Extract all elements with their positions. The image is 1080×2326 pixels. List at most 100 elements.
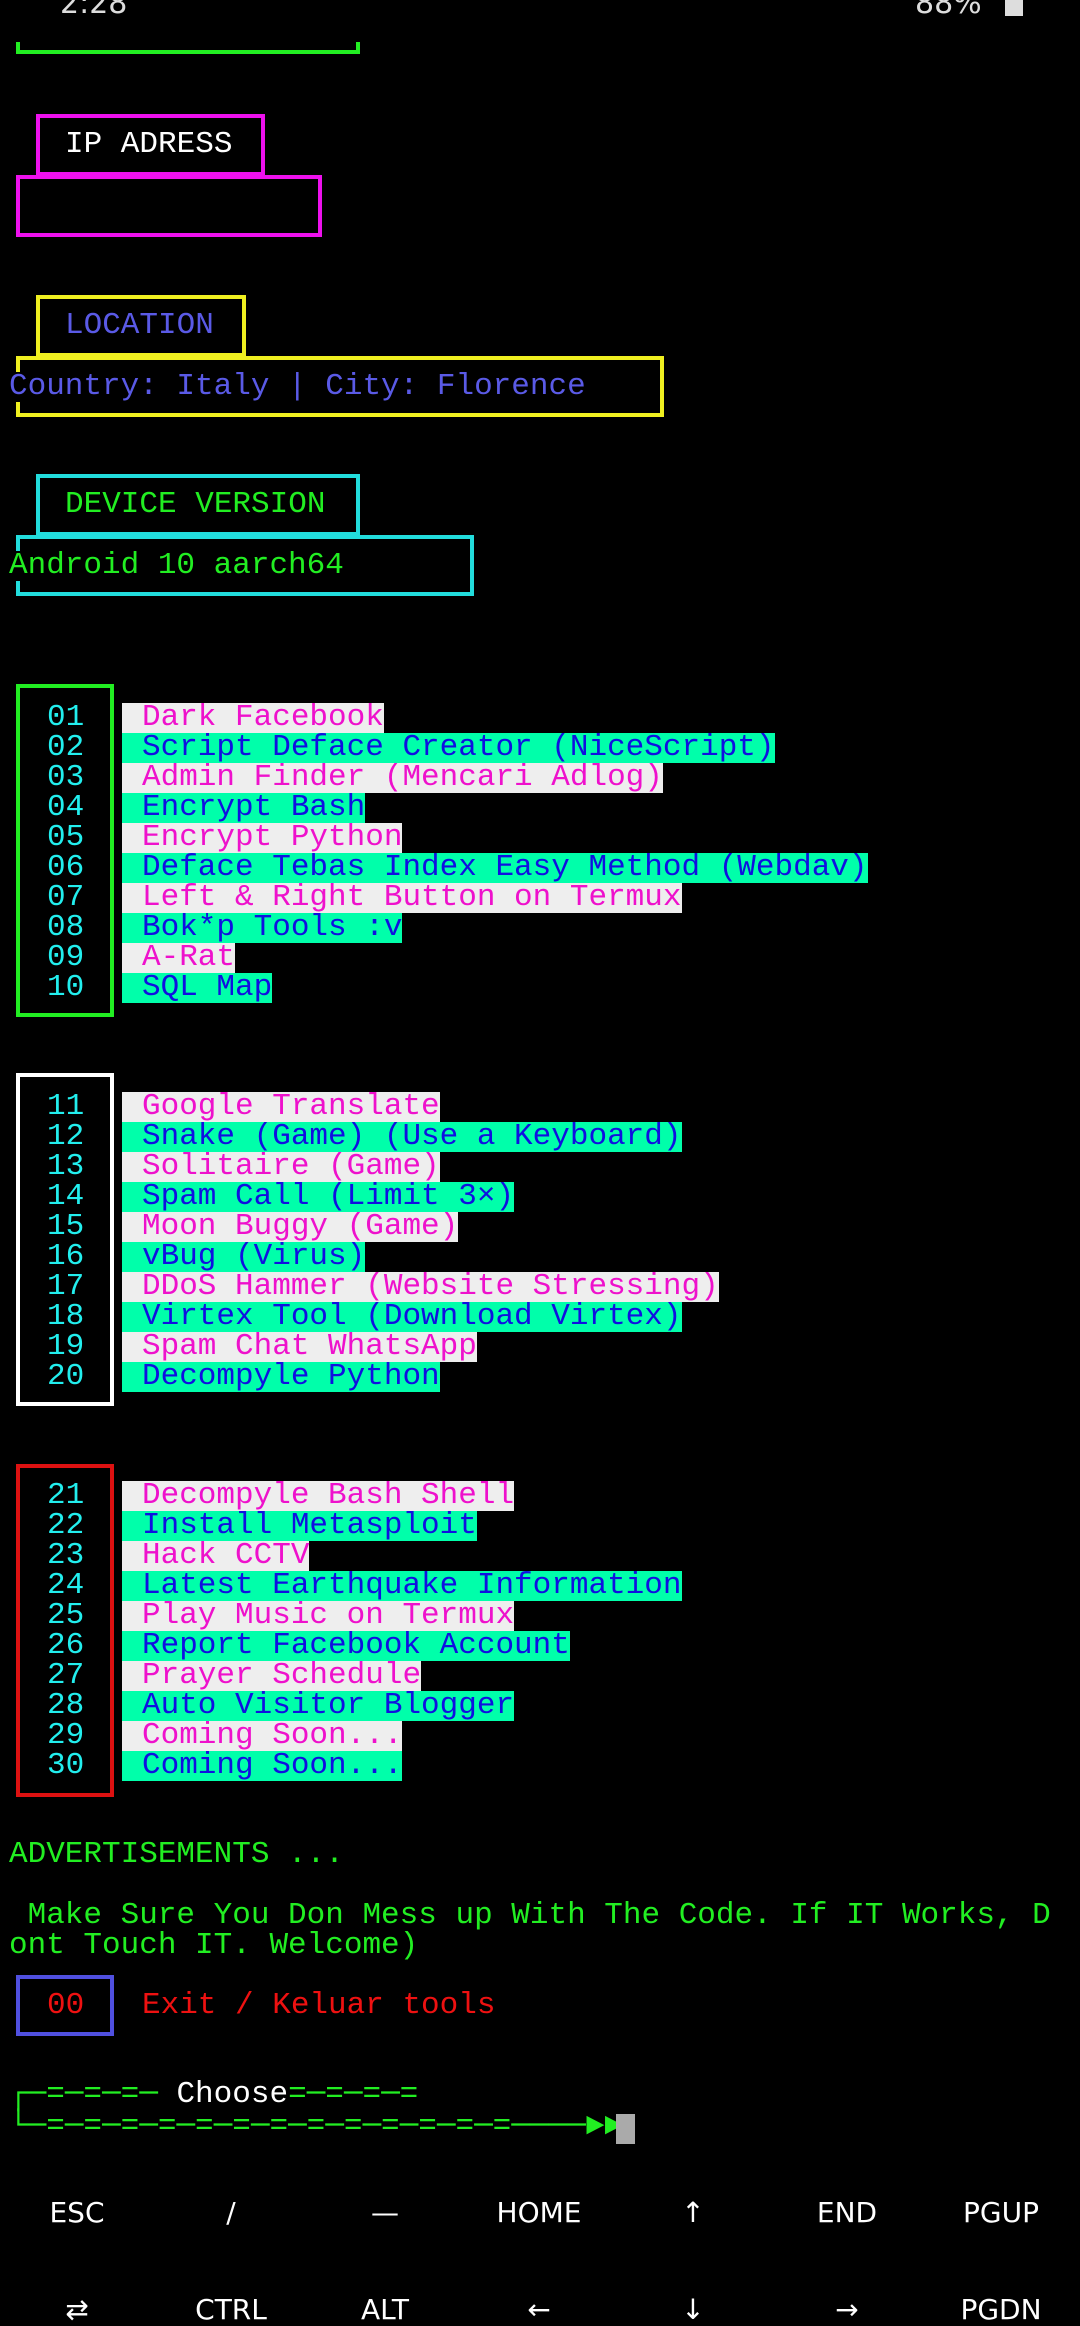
menu-item-number: 01 bbox=[47, 700, 85, 735]
menu-item-number: 29 bbox=[47, 1718, 85, 1753]
menu-item-number: 16 bbox=[47, 1239, 85, 1274]
menu-item-number: 02 bbox=[47, 730, 85, 765]
ads-line-1: Make Sure You Don Mess up With The Code.… bbox=[9, 1898, 1051, 1933]
menu-item-number: 06 bbox=[47, 850, 85, 885]
extra-key-pgup[interactable]: PGUP bbox=[963, 2196, 1039, 2229]
extra-key-[interactable]: ↑ bbox=[681, 2196, 705, 2229]
prompt-arrow: └─=─=─=─=─=─=─=─=─=─=─=─=─=────►► bbox=[9, 2109, 623, 2144]
menu-item-label[interactable]: Coming Soon... bbox=[122, 1750, 403, 1781]
ads-line-2: ont Touch IT. Welcome) bbox=[9, 1928, 419, 1963]
exit-number: 00 bbox=[47, 1988, 85, 2023]
device-value: Android 10 aarch64 bbox=[9, 548, 344, 583]
terminal-cursor[interactable] bbox=[616, 2114, 635, 2144]
menu-item-number: 03 bbox=[47, 760, 85, 795]
prompt-top: ┌─=─=─=─ Choose=─=─=─= bbox=[9, 2077, 419, 2112]
status-time: 2:28 bbox=[60, 0, 128, 21]
menu-item-label[interactable]: Bok*p Tools :v bbox=[122, 912, 403, 943]
menu-item-number: 30 bbox=[47, 1748, 85, 1783]
menu-item-number: 12 bbox=[47, 1119, 85, 1154]
menu-item-number: 08 bbox=[47, 910, 85, 945]
location-title: LOCATION bbox=[65, 308, 214, 343]
menu-item-number: 11 bbox=[47, 1089, 85, 1124]
menu-item-label[interactable]: vBug (Virus) bbox=[122, 1241, 366, 1272]
menu-group-2-box bbox=[16, 1073, 114, 1406]
extra-key-ctrl[interactable]: CTRL bbox=[195, 2293, 267, 2326]
menu-item-number: 27 bbox=[47, 1658, 85, 1693]
menu-item-number: 07 bbox=[47, 880, 85, 915]
menu-item-label[interactable]: Script Deface Creator (NiceScript) bbox=[122, 732, 775, 763]
menu-item-label[interactable]: Moon Buggy (Game) bbox=[122, 1211, 459, 1242]
menu-item-label[interactable]: Google Translate bbox=[122, 1091, 440, 1122]
extra-key-esc[interactable]: ESC bbox=[49, 2196, 105, 2229]
menu-item-label[interactable]: Decompyle Bash Shell bbox=[122, 1480, 515, 1511]
menu-item-label[interactable]: A-Rat bbox=[122, 942, 236, 973]
menu-item-label[interactable]: Prayer Schedule bbox=[122, 1660, 422, 1691]
menu-item-label[interactable]: Snake (Game) (Use a Keyboard) bbox=[122, 1121, 682, 1152]
extra-key-[interactable]: ↓ bbox=[681, 2293, 705, 2326]
menu-item-number: 24 bbox=[47, 1568, 85, 1603]
menu-item-label[interactable]: Coming Soon... bbox=[122, 1720, 403, 1751]
menu-item-number: 22 bbox=[47, 1508, 85, 1543]
menu-item-label[interactable]: Admin Finder (Mencari Adlog) bbox=[122, 762, 663, 793]
menu-item-number: 28 bbox=[47, 1688, 85, 1723]
extra-key-home[interactable]: HOME bbox=[496, 2196, 582, 2229]
exit-option[interactable]: Exit / Keluar tools bbox=[142, 1988, 496, 2023]
ip-value-box bbox=[16, 175, 322, 237]
device-title: DEVICE VERSION bbox=[65, 487, 326, 522]
extra-key-[interactable]: / bbox=[226, 2196, 236, 2229]
menu-item-number: 18 bbox=[47, 1299, 85, 1334]
menu-item-number: 15 bbox=[47, 1209, 85, 1244]
battery-icon bbox=[1005, 0, 1023, 16]
menu-item-number: 05 bbox=[47, 820, 85, 855]
menu-item-number: 19 bbox=[47, 1329, 85, 1364]
ip-title: IP ADRESS bbox=[65, 127, 233, 162]
menu-item-number: 17 bbox=[47, 1269, 85, 1304]
ip-title-box bbox=[36, 114, 265, 176]
menu-item-label[interactable]: Decompyle Python bbox=[122, 1361, 440, 1392]
device-title-box bbox=[36, 474, 360, 536]
status-battery: 88% bbox=[915, 0, 982, 21]
extra-key-pgdn[interactable]: PGDN bbox=[960, 2293, 1042, 2326]
prompt-top-left: ┌─=─=─=─ bbox=[9, 2077, 177, 2112]
menu-item-label[interactable]: Report Facebook Account bbox=[122, 1630, 570, 1661]
menu-item-number: 04 bbox=[47, 790, 85, 825]
prompt-top-right: =─=─=─= bbox=[288, 2077, 419, 2112]
prompt-label: Choose bbox=[176, 2077, 289, 2112]
menu-item-label[interactable]: DDoS Hammer (Website Stressing) bbox=[122, 1271, 719, 1302]
menu-item-number: 10 bbox=[47, 970, 85, 1005]
menu-item-label[interactable]: Play Music on Termux bbox=[122, 1600, 515, 1631]
menu-item-label[interactable]: Encrypt Python bbox=[122, 822, 403, 853]
extra-key-[interactable]: — bbox=[371, 2196, 399, 2229]
menu-item-number: 25 bbox=[47, 1598, 85, 1633]
menu-item-label[interactable]: Encrypt Bash bbox=[122, 792, 366, 823]
extra-key-alt[interactable]: ALT bbox=[360, 2293, 409, 2326]
menu-item-number: 13 bbox=[47, 1149, 85, 1184]
menu-item-label[interactable]: Spam Chat WhatsApp bbox=[122, 1331, 477, 1362]
menu-item-label[interactable]: Deface Tebas Index Easy Method (Webdav) bbox=[122, 852, 868, 883]
menu-item-label[interactable]: Spam Call (Limit 3×) bbox=[122, 1181, 515, 1212]
menu-item-label[interactable]: SQL Map bbox=[122, 972, 273, 1003]
menu-item-number: 20 bbox=[47, 1359, 85, 1394]
extra-key-[interactable]: → bbox=[835, 2293, 859, 2326]
exit-number-box[interactable] bbox=[16, 1975, 114, 2036]
menu-group-1-box bbox=[16, 684, 114, 1017]
menu-item-number: 09 bbox=[47, 940, 85, 975]
location-title-box bbox=[36, 295, 246, 357]
menu-item-label[interactable]: Left & Right Button on Termux bbox=[122, 882, 682, 913]
ads-title: ADVERTISEMENTS ... bbox=[9, 1837, 344, 1872]
menu-item-number: 21 bbox=[47, 1478, 85, 1513]
extra-key-[interactable]: ← bbox=[527, 2293, 551, 2326]
menu-item-label[interactable]: Solitaire (Game) bbox=[122, 1151, 440, 1182]
menu-item-label[interactable]: Virtex Tool (Download Virtex) bbox=[122, 1301, 682, 1332]
top-bracket bbox=[16, 42, 360, 54]
extra-key-[interactable]: ⇄ bbox=[65, 2293, 89, 2326]
extra-key-end[interactable]: END bbox=[816, 2196, 878, 2229]
menu-group-3-box bbox=[16, 1464, 114, 1797]
location-value: Country: Italy | City: Florence bbox=[9, 369, 586, 404]
menu-item-label[interactable]: Install Metasploit bbox=[122, 1510, 477, 1541]
menu-item-label[interactable]: Auto Visitor Blogger bbox=[122, 1690, 515, 1721]
menu-item-label[interactable]: Latest Earthquake Information bbox=[122, 1570, 682, 1601]
menu-item-number: 26 bbox=[47, 1628, 85, 1663]
menu-item-label[interactable]: Dark Facebook bbox=[122, 702, 384, 733]
menu-item-label[interactable]: Hack CCTV bbox=[122, 1540, 310, 1571]
